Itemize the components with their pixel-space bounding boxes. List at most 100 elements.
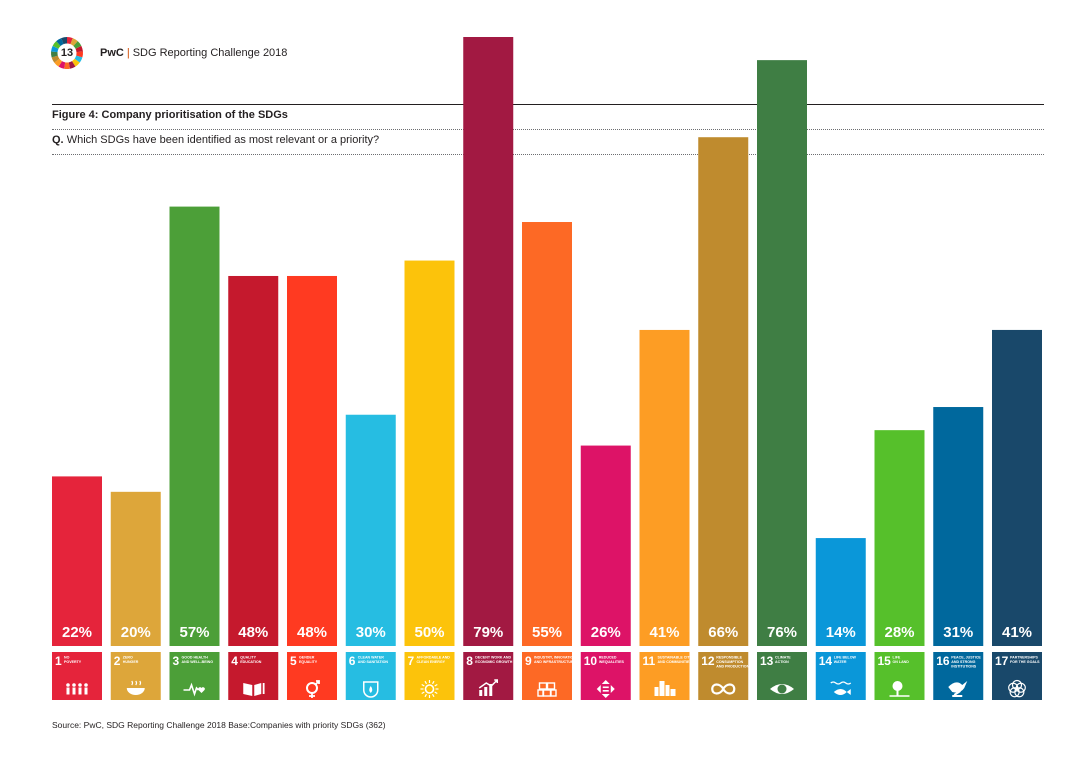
sdg-tile-number: 4	[231, 654, 238, 668]
sdg-wheel-segment	[51, 45, 59, 53]
cubes-icon	[537, 682, 557, 697]
sdg-wheel-segment	[51, 51, 58, 58]
gender-icon	[306, 680, 320, 698]
sdg-tile-background	[580, 652, 631, 700]
sdg-tile-label: CLIMATE	[775, 656, 791, 660]
city-icon	[654, 681, 676, 696]
sdg-tile-label: WATER	[834, 660, 847, 664]
sdg-wheel-segment	[68, 61, 76, 69]
bar-value-label: 20%	[121, 624, 151, 641]
sdg-tile-label: AFFORDABLE AND	[417, 656, 451, 660]
sdg-tile-background	[228, 652, 279, 700]
bar-sdg-13	[757, 60, 807, 646]
sdg-tile-number: 3	[173, 654, 180, 668]
sdg-tile-label: RESPONSIBLE	[716, 656, 742, 660]
sdg-wheel-segment	[70, 38, 78, 46]
sdg-tile-label: CLEAN ENERGY	[417, 660, 446, 664]
figure-question: Q. Which SDGs have been identified as mo…	[52, 134, 379, 146]
bowl-icon	[126, 680, 145, 695]
sdg-tile-number: 14	[819, 654, 833, 668]
dotted-divider	[52, 154, 1044, 155]
sdg-wheel-segment	[56, 38, 64, 46]
sdg-wheel-segment	[75, 45, 83, 53]
sdg-tile-label: INSTITUTIONS	[951, 665, 977, 669]
rings-icon	[1008, 679, 1026, 698]
bar-sdg-15	[874, 430, 925, 646]
bar-sdg-17	[992, 329, 1042, 646]
sdg-tile-number: 12	[701, 654, 715, 668]
page-header: 13 PwC | SDG Reporting Challenge 2018	[50, 36, 287, 70]
sdg-tile-label: AND COMMUNITIES	[658, 660, 693, 664]
bar-sdg-11	[639, 329, 690, 646]
growth-chart-icon	[478, 679, 498, 696]
sdg-tile-label: ZERO	[123, 656, 133, 660]
sdg-tile-number: 13	[760, 654, 774, 668]
sdg-tile-number: 17	[995, 654, 1009, 668]
bar-value-label: 55%	[532, 624, 562, 641]
sdg-tile-label: POVERTY	[64, 660, 82, 664]
sdg-wheel-segment	[61, 37, 67, 45]
bar-sdg-16	[933, 407, 984, 646]
bar-value-label: 66%	[708, 624, 738, 641]
bar-value-label: 57%	[179, 624, 209, 641]
heartbeat-icon	[183, 682, 205, 697]
dove-icon	[948, 681, 968, 697]
sdg-tile-label: ECONOMIC GROWTH	[475, 660, 513, 664]
bar-sdg-5	[287, 275, 337, 646]
sdg-tile-label: HUNGER	[123, 660, 139, 664]
sdg-tile-label: FOR THE GOALS	[1010, 660, 1040, 664]
bar-value-label: 50%	[414, 624, 444, 641]
sdg-tile-label: PARTNERSHIPS	[1010, 656, 1038, 660]
page-badge-number: 13	[60, 47, 74, 59]
sdg-tile-background	[52, 652, 102, 700]
sdg-tile-label: DECENT WORK AND	[475, 656, 511, 660]
sdg-wheel-segment	[52, 41, 61, 49]
sdg-wheel-segment	[74, 55, 83, 63]
brand-separator: |	[126, 47, 130, 59]
equality-arrows-icon	[596, 680, 615, 698]
sun-icon	[420, 680, 439, 698]
sdg-tile-background	[992, 652, 1042, 700]
bar-sdg-12	[698, 137, 749, 646]
sdg-wheel-segment	[64, 62, 70, 70]
bar-value-label: 79%	[473, 624, 503, 641]
sdg-tile-number: 8	[466, 654, 473, 668]
bar-value-label: 48%	[297, 624, 327, 641]
sdg-tile-number: 2	[114, 654, 121, 668]
bar-sdg-8	[463, 37, 514, 646]
sdg-tile-label: EDUCATION	[240, 660, 262, 664]
sdg-tile-label: ACTION	[775, 660, 789, 664]
sdg-wheel-segment	[72, 58, 80, 67]
bar-sdg-4	[228, 275, 279, 646]
sdg-wheel-icon	[51, 37, 83, 70]
sdg-tile-number: 11	[643, 654, 656, 668]
brand-name: PwC	[100, 47, 124, 59]
figure-top-rule	[52, 104, 1044, 105]
sdg-tile-label: PEACE, JUSTICE	[951, 656, 981, 660]
sdg-tile-label: AND INFRASTRUCTURE	[534, 660, 577, 664]
bar-value-label: 26%	[591, 624, 621, 641]
bar-sdg-3	[169, 206, 220, 646]
bar-sdg-7	[404, 260, 455, 646]
people-icon	[66, 683, 88, 695]
bar-sdg-1	[52, 476, 102, 646]
sdg-wheel-segment	[58, 61, 66, 69]
sdg-tile-number: 6	[349, 654, 356, 668]
bar-value-label: 76%	[767, 624, 797, 641]
sdg-tile-number: 7	[408, 654, 415, 668]
bar-value-label: 48%	[238, 624, 268, 641]
sdg-wheel-segment	[73, 41, 82, 49]
question-text: Which SDGs have been identified as most …	[66, 134, 380, 146]
infinity-icon	[711, 683, 736, 695]
sdg-wheel-segment	[51, 55, 60, 63]
sdg-tile-background	[698, 652, 749, 700]
tree-icon	[889, 681, 910, 697]
